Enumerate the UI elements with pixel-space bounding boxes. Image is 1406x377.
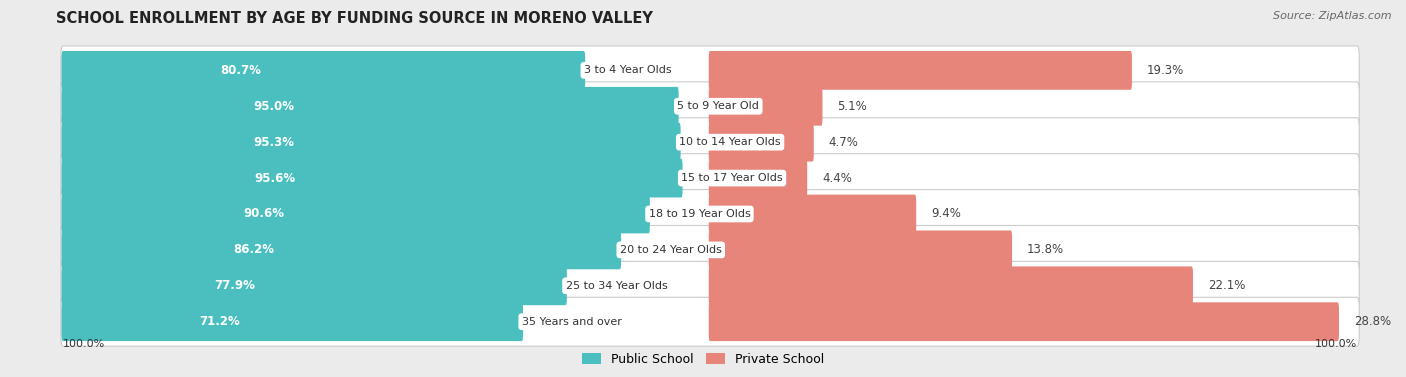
FancyBboxPatch shape <box>60 190 1360 238</box>
Text: 3 to 4 Year Olds: 3 to 4 Year Olds <box>583 65 672 75</box>
Text: 25 to 34 Year Olds: 25 to 34 Year Olds <box>565 281 668 291</box>
FancyBboxPatch shape <box>709 302 1339 341</box>
Text: 95.6%: 95.6% <box>254 172 295 185</box>
Text: 100.0%: 100.0% <box>63 339 105 349</box>
Text: Source: ZipAtlas.com: Source: ZipAtlas.com <box>1274 11 1392 21</box>
Text: 9.4%: 9.4% <box>931 207 962 221</box>
FancyBboxPatch shape <box>62 302 523 341</box>
FancyBboxPatch shape <box>62 230 621 269</box>
FancyBboxPatch shape <box>62 123 681 162</box>
Text: 15 to 17 Year Olds: 15 to 17 Year Olds <box>682 173 783 183</box>
Text: 20 to 24 Year Olds: 20 to 24 Year Olds <box>620 245 721 255</box>
FancyBboxPatch shape <box>62 87 679 126</box>
Text: 35 Years and over: 35 Years and over <box>522 317 621 327</box>
FancyBboxPatch shape <box>709 51 1132 90</box>
Text: 5 to 9 Year Old: 5 to 9 Year Old <box>678 101 759 111</box>
Text: 86.2%: 86.2% <box>233 244 274 256</box>
Text: 77.9%: 77.9% <box>214 279 254 292</box>
FancyBboxPatch shape <box>60 154 1360 202</box>
FancyBboxPatch shape <box>60 261 1360 310</box>
Text: 80.7%: 80.7% <box>221 64 262 77</box>
Text: 4.4%: 4.4% <box>823 172 852 185</box>
FancyBboxPatch shape <box>62 51 585 90</box>
Text: 13.8%: 13.8% <box>1028 244 1064 256</box>
FancyBboxPatch shape <box>709 195 917 233</box>
Text: 22.1%: 22.1% <box>1208 279 1246 292</box>
Text: 100.0%: 100.0% <box>1315 339 1357 349</box>
FancyBboxPatch shape <box>709 87 823 126</box>
FancyBboxPatch shape <box>709 159 807 198</box>
FancyBboxPatch shape <box>709 123 814 162</box>
Text: 10 to 14 Year Olds: 10 to 14 Year Olds <box>679 137 780 147</box>
Text: 90.6%: 90.6% <box>243 207 284 221</box>
Text: 95.3%: 95.3% <box>254 136 295 149</box>
Text: 19.3%: 19.3% <box>1147 64 1184 77</box>
FancyBboxPatch shape <box>60 297 1360 346</box>
Text: 28.8%: 28.8% <box>1354 315 1391 328</box>
FancyBboxPatch shape <box>62 267 567 305</box>
FancyBboxPatch shape <box>60 82 1360 131</box>
FancyBboxPatch shape <box>60 118 1360 167</box>
FancyBboxPatch shape <box>709 267 1192 305</box>
Text: 18 to 19 Year Olds: 18 to 19 Year Olds <box>648 209 751 219</box>
Legend: Public School, Private School: Public School, Private School <box>576 348 830 371</box>
Text: 95.0%: 95.0% <box>253 100 294 113</box>
FancyBboxPatch shape <box>62 195 650 233</box>
Text: 71.2%: 71.2% <box>198 315 239 328</box>
Text: SCHOOL ENROLLMENT BY AGE BY FUNDING SOURCE IN MORENO VALLEY: SCHOOL ENROLLMENT BY AGE BY FUNDING SOUR… <box>56 11 654 26</box>
FancyBboxPatch shape <box>60 46 1360 95</box>
FancyBboxPatch shape <box>709 230 1012 269</box>
FancyBboxPatch shape <box>60 225 1360 274</box>
Text: 5.1%: 5.1% <box>838 100 868 113</box>
FancyBboxPatch shape <box>62 159 682 198</box>
Text: 4.7%: 4.7% <box>828 136 859 149</box>
